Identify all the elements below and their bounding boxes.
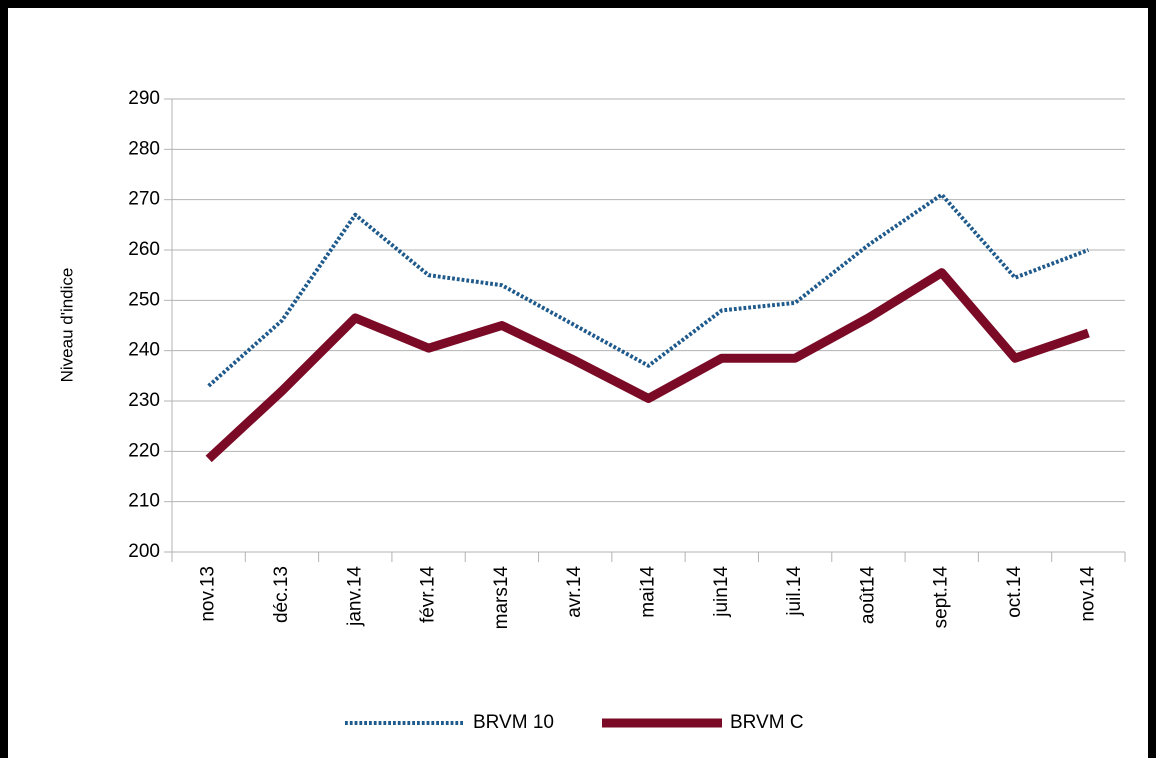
x-tick-label: mars14 xyxy=(491,566,512,630)
series-line xyxy=(205,268,1090,463)
x-tick-label: févr.14 xyxy=(418,566,439,623)
y-tick-label: 220 xyxy=(128,440,160,461)
legend-label: BRVM 10 xyxy=(473,712,554,733)
x-tick-label: sept.14 xyxy=(931,566,952,629)
x-tick-label: nov.13 xyxy=(198,566,219,622)
y-tick-label: 240 xyxy=(128,340,160,361)
y-tick-label: 290 xyxy=(128,88,160,109)
x-tick-label: janv.14 xyxy=(344,566,365,627)
x-tick-label: oct.14 xyxy=(1004,566,1025,618)
y-axis-label: Niveau d'indice xyxy=(57,268,76,383)
x-tick-label: août14 xyxy=(857,566,878,625)
y-tick-label: 230 xyxy=(128,390,160,411)
x-tick-label: mai14 xyxy=(638,566,659,618)
x-tick-label: juil.14 xyxy=(784,566,805,617)
y-tick-label: 280 xyxy=(128,138,160,159)
y-tick-label: 260 xyxy=(128,239,160,260)
y-tick-label: 210 xyxy=(128,491,160,512)
legend-label: BRVM C xyxy=(730,712,804,733)
x-tick-label: avr.14 xyxy=(564,566,585,618)
y-tick-label: 270 xyxy=(128,189,160,210)
y-tick-label: 200 xyxy=(128,541,160,562)
x-tick-label: déc.13 xyxy=(271,566,292,623)
y-tick-label: 250 xyxy=(128,289,160,310)
series-line xyxy=(207,192,1090,388)
x-tick-label: nov.14 xyxy=(1077,566,1098,622)
x-tick-label: juin14 xyxy=(711,566,732,618)
